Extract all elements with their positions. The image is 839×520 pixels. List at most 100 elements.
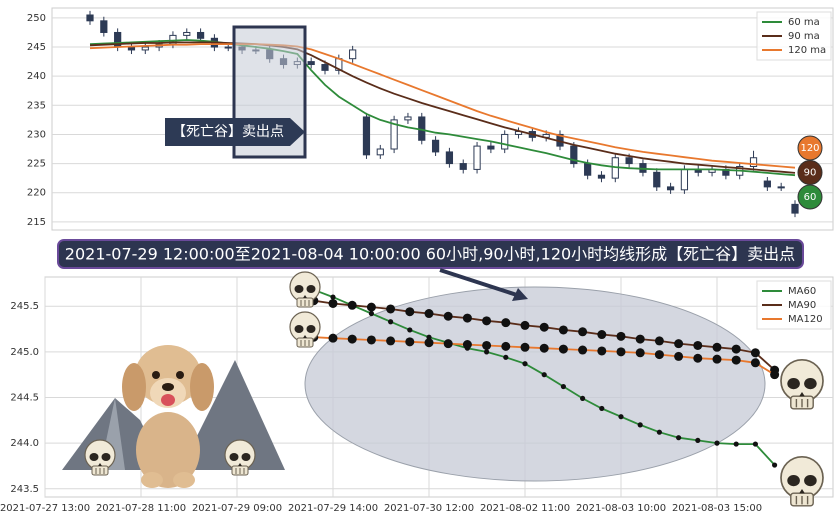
badges: 120 90 60 <box>797 135 823 210</box>
marker <box>503 354 509 360</box>
badge <box>797 184 823 210</box>
marker <box>405 337 415 347</box>
marker <box>618 414 624 420</box>
y-tick-label: 240 <box>27 71 46 82</box>
marker <box>482 316 492 326</box>
marker <box>772 462 778 468</box>
marker <box>520 342 530 352</box>
marker <box>674 351 684 361</box>
marker <box>654 350 664 360</box>
marker <box>386 336 396 346</box>
marker <box>424 338 434 348</box>
legend-label: 60 ma <box>788 17 820 28</box>
legend-label: MA120 <box>788 314 823 325</box>
candle-body <box>791 203 799 214</box>
candle-body <box>321 64 329 71</box>
marker <box>405 307 415 317</box>
marker <box>693 353 703 363</box>
marker <box>654 336 664 346</box>
candle-body <box>570 145 578 165</box>
y-tick-label: 243.5 <box>10 484 39 495</box>
marker <box>347 300 357 310</box>
legend-label: 120 ma <box>788 45 826 56</box>
marker <box>368 310 374 317</box>
x-tick-label: 2021-07-29 14:00 <box>288 503 378 514</box>
marker <box>484 349 490 355</box>
x-tick-label: 2021-08-03 15:00 <box>672 503 762 514</box>
candle-body <box>100 20 108 33</box>
banner-box <box>57 239 804 269</box>
marker <box>443 311 453 321</box>
marker <box>330 294 336 300</box>
marker <box>407 327 413 333</box>
marker <box>637 422 643 428</box>
marker <box>656 429 663 435</box>
marker <box>695 437 701 444</box>
marker <box>597 346 607 356</box>
legend-label: MA60 <box>788 286 816 297</box>
marker <box>616 331 626 341</box>
line <box>89 43 796 169</box>
candle-body <box>445 151 454 165</box>
marker <box>539 322 549 332</box>
badge-label: 120 <box>800 143 819 154</box>
candle-body <box>763 180 771 188</box>
x-tick-label: 2021-07-27 13:00 <box>0 503 90 514</box>
banner: 2021-07-29 12:00:00至2021-08-04 10:00:00 … <box>65 245 795 264</box>
y-tick-label: 244.0 <box>10 438 39 449</box>
marker <box>366 335 376 345</box>
marker <box>731 355 741 365</box>
annotation: 【死亡谷】卖出点 <box>172 124 284 140</box>
marker <box>580 395 586 402</box>
marker <box>676 435 682 441</box>
marker <box>578 327 588 337</box>
marker <box>541 372 547 378</box>
marker <box>522 361 528 367</box>
y-tick-label: 220 <box>27 188 46 199</box>
candle-body <box>680 168 689 191</box>
marker <box>635 334 645 344</box>
line <box>89 41 796 174</box>
legend-box <box>756 11 832 61</box>
marker <box>366 302 376 312</box>
y-tick-label: 245.0 <box>10 347 39 358</box>
candle-body <box>666 186 675 191</box>
candle-body <box>224 46 232 49</box>
bottom-chart: MA60 MA90 MA120 <box>309 280 832 468</box>
marker <box>443 339 453 349</box>
y-tick-label: 215 <box>27 217 46 228</box>
candle-body <box>487 145 495 150</box>
pointer <box>439 268 521 298</box>
x-tick-label: 2021-08-02 11:00 <box>480 503 570 514</box>
marker <box>462 313 472 323</box>
candle-body <box>625 157 633 165</box>
top-chart: 215 220 225 230 235 240 245 250 60 ma 90 ma 120 ma <box>27 10 833 228</box>
legend-label: 90 ma <box>788 31 820 42</box>
candle-body <box>196 31 205 39</box>
marker <box>328 298 338 308</box>
candle-body <box>362 116 371 156</box>
candle-body <box>307 61 315 66</box>
pointer-head <box>512 288 528 301</box>
marker <box>599 405 605 412</box>
candle-body <box>597 174 606 179</box>
y-tick-label: 245.5 <box>10 301 39 312</box>
candle-body <box>473 145 481 170</box>
marker <box>501 341 511 351</box>
marker <box>752 441 759 447</box>
marker <box>520 320 530 330</box>
x-tick-label: 2021-07-28 11:00 <box>96 503 186 514</box>
marker <box>635 348 645 358</box>
marker <box>328 333 338 343</box>
candle-body <box>501 133 509 150</box>
marker <box>750 358 760 368</box>
candle-body <box>459 163 467 170</box>
candle-body <box>404 116 412 121</box>
y-tick-label: 245 <box>27 42 46 53</box>
marker <box>693 340 703 350</box>
marker <box>770 370 780 380</box>
marker <box>616 347 626 357</box>
marker <box>558 325 568 335</box>
marker <box>712 354 722 364</box>
